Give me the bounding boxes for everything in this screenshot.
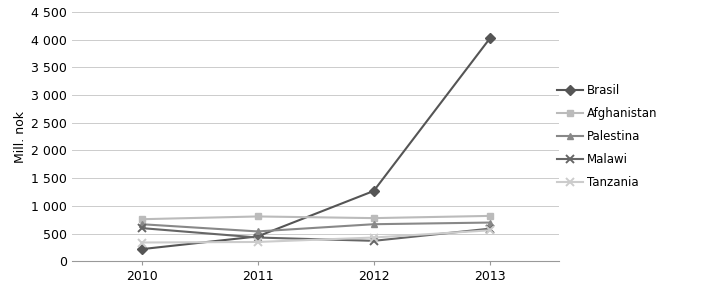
Tanzania: [485, 228, 494, 232]
Afghanistan: [370, 216, 378, 220]
Palestina: [370, 222, 378, 226]
Malawi: [253, 236, 262, 239]
Tanzania: [137, 241, 146, 244]
Y-axis label: Mill. nok: Mill. nok: [14, 110, 27, 163]
Brasil: [253, 235, 262, 238]
Malawi: [370, 239, 378, 243]
Tanzania: [253, 240, 262, 244]
Palestina: [137, 222, 146, 226]
Brasil: [485, 37, 494, 40]
Line: Malawi: Malawi: [137, 224, 494, 245]
Tanzania: [370, 236, 378, 239]
Afghanistan: [137, 217, 146, 221]
Palestina: [253, 230, 262, 233]
Brasil: [370, 189, 378, 193]
Afghanistan: [253, 215, 262, 218]
Malawi: [485, 227, 494, 230]
Line: Tanzania: Tanzania: [137, 226, 494, 247]
Malawi: [137, 226, 146, 230]
Line: Afghanistan: Afghanistan: [138, 212, 493, 223]
Palestina: [485, 221, 494, 224]
Afghanistan: [485, 214, 494, 218]
Line: Brasil: Brasil: [138, 35, 493, 253]
Legend: Brasil, Afghanistan, Palestina, Malawi, Tanzania: Brasil, Afghanistan, Palestina, Malawi, …: [552, 79, 662, 194]
Brasil: [137, 247, 146, 251]
Line: Palestina: Palestina: [138, 219, 493, 235]
